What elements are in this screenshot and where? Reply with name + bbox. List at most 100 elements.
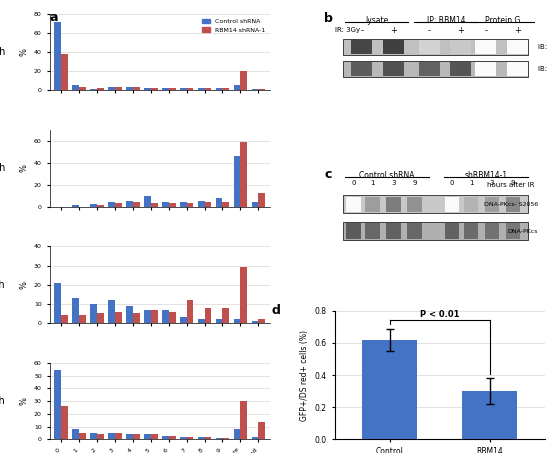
Bar <box>186 300 194 323</box>
Bar <box>180 437 186 439</box>
Text: 3: 3 <box>391 180 395 186</box>
Bar <box>72 85 79 90</box>
Bar <box>115 203 122 207</box>
Bar <box>240 267 247 323</box>
Bar <box>180 317 186 323</box>
FancyBboxPatch shape <box>485 223 499 239</box>
Bar <box>115 87 122 90</box>
Bar <box>61 315 68 323</box>
Bar <box>222 308 229 323</box>
Text: 1: 1 <box>370 180 375 186</box>
Bar <box>205 88 211 90</box>
Text: 0: 0 <box>351 180 356 186</box>
FancyBboxPatch shape <box>386 223 400 239</box>
Bar <box>133 87 140 90</box>
Text: +: + <box>457 26 464 35</box>
FancyBboxPatch shape <box>507 62 527 76</box>
FancyBboxPatch shape <box>343 222 527 240</box>
Bar <box>115 433 122 439</box>
Bar <box>54 371 61 439</box>
Bar <box>198 201 205 207</box>
Bar <box>151 434 158 439</box>
Bar <box>198 437 205 439</box>
Bar <box>108 87 115 90</box>
Bar <box>251 89 258 90</box>
Text: hours after IR: hours after IR <box>487 182 534 188</box>
Text: -: - <box>427 26 431 35</box>
Bar <box>97 313 104 323</box>
Bar <box>90 433 97 439</box>
Bar <box>162 202 169 207</box>
Bar <box>216 198 222 207</box>
Bar <box>133 313 140 323</box>
Bar <box>97 88 104 90</box>
Bar <box>126 434 133 439</box>
FancyBboxPatch shape <box>507 40 527 54</box>
FancyBboxPatch shape <box>346 197 361 212</box>
Bar <box>61 406 68 439</box>
Text: -: - <box>360 26 364 35</box>
FancyBboxPatch shape <box>386 197 400 212</box>
FancyBboxPatch shape <box>505 223 520 239</box>
Bar <box>198 88 205 90</box>
FancyBboxPatch shape <box>419 40 439 54</box>
Bar <box>169 436 175 439</box>
Bar <box>115 312 122 323</box>
FancyBboxPatch shape <box>407 223 422 239</box>
FancyBboxPatch shape <box>365 223 380 239</box>
Text: 9: 9 <box>412 180 416 186</box>
Bar <box>180 202 186 207</box>
Text: 12h: 12h <box>0 280 6 290</box>
Text: IB: Ku80: IB: Ku80 <box>538 44 550 50</box>
FancyBboxPatch shape <box>464 223 478 239</box>
FancyBboxPatch shape <box>445 197 459 212</box>
FancyBboxPatch shape <box>450 40 471 54</box>
Text: 1: 1 <box>469 180 473 186</box>
Bar <box>258 422 265 439</box>
FancyBboxPatch shape <box>351 62 372 76</box>
Bar <box>90 304 97 323</box>
Text: -: - <box>484 26 487 35</box>
Bar <box>97 434 104 439</box>
Bar <box>169 88 175 90</box>
FancyBboxPatch shape <box>346 223 361 239</box>
Text: P < 0.01: P < 0.01 <box>420 310 459 319</box>
Bar <box>362 340 417 439</box>
Bar <box>133 202 140 207</box>
Bar <box>144 88 151 90</box>
Bar <box>108 300 115 323</box>
Text: DNA-PKcs: DNA-PKcs <box>508 228 538 233</box>
Bar <box>54 283 61 323</box>
FancyBboxPatch shape <box>485 197 499 212</box>
Text: b: b <box>324 12 333 24</box>
Text: IR: 3Gy: IR: 3Gy <box>334 27 360 34</box>
FancyBboxPatch shape <box>407 197 422 212</box>
Bar <box>162 309 169 323</box>
Bar <box>234 429 240 439</box>
FancyBboxPatch shape <box>464 197 478 212</box>
Text: c: c <box>324 168 332 181</box>
FancyBboxPatch shape <box>505 197 520 212</box>
Bar <box>234 85 240 90</box>
Bar <box>61 54 68 90</box>
Legend: Control shRNA, RBM14 shRNA-1: Control shRNA, RBM14 shRNA-1 <box>200 17 267 35</box>
Bar <box>72 298 79 323</box>
Bar <box>251 202 258 207</box>
Text: 9: 9 <box>511 180 515 186</box>
Bar <box>144 309 151 323</box>
Bar <box>54 22 61 90</box>
Bar <box>108 202 115 207</box>
Text: 3h: 3h <box>0 163 6 173</box>
Bar <box>222 438 229 439</box>
Bar <box>240 401 247 439</box>
Bar <box>258 319 265 323</box>
Text: 0: 0 <box>450 180 454 186</box>
Bar <box>216 438 222 439</box>
Bar <box>186 203 194 207</box>
Text: a: a <box>50 11 58 24</box>
Y-axis label: %: % <box>19 164 29 172</box>
Bar <box>180 88 186 90</box>
Text: d: d <box>272 304 280 318</box>
Bar <box>126 201 133 207</box>
Bar <box>222 88 229 90</box>
